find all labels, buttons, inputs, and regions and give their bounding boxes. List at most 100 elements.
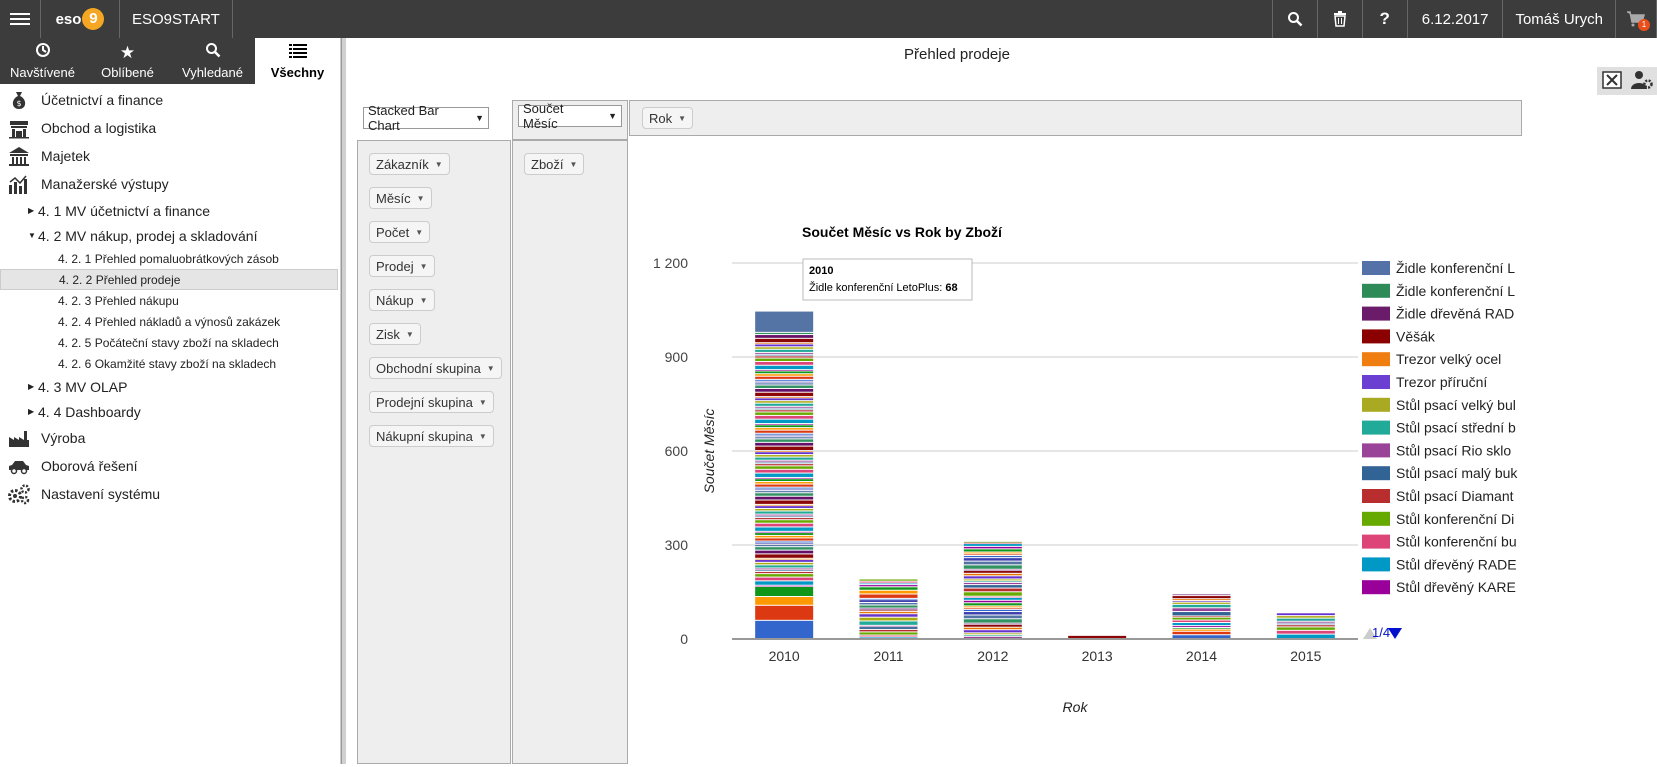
bar-segment[interactable] bbox=[963, 633, 1022, 635]
bar-segment[interactable] bbox=[755, 406, 814, 408]
bar-segment[interactable] bbox=[755, 358, 814, 362]
bar-segment[interactable] bbox=[859, 602, 918, 605]
field-pill[interactable]: Obchodní skupina ▼ bbox=[369, 357, 502, 379]
bar-segment[interactable] bbox=[1172, 617, 1231, 620]
bar-segment[interactable] bbox=[1172, 612, 1231, 616]
bar-segment[interactable] bbox=[1172, 628, 1231, 629]
bar-segment[interactable] bbox=[963, 549, 1022, 552]
bar-segment[interactable] bbox=[1172, 635, 1231, 638]
bar-stack[interactable] bbox=[1068, 635, 1127, 638]
bar-segment[interactable] bbox=[755, 460, 814, 462]
bar-segment[interactable] bbox=[755, 430, 814, 433]
menu-item-4-1[interactable]: ▶ 4. 1 MV účetnictví a finance bbox=[28, 202, 210, 219]
bar-segment[interactable] bbox=[1172, 596, 1231, 599]
bar-segment[interactable] bbox=[755, 397, 814, 398]
bar-segment[interactable] bbox=[755, 365, 814, 370]
bar-segment[interactable] bbox=[1172, 594, 1231, 596]
field-pill-rok[interactable]: Rok ▼ bbox=[642, 107, 694, 129]
bar-segment[interactable] bbox=[755, 535, 814, 538]
bar-segment[interactable] bbox=[963, 544, 1022, 546]
bar-segment[interactable] bbox=[755, 520, 814, 523]
bar-segment[interactable] bbox=[755, 335, 814, 338]
bar-segment[interactable] bbox=[755, 349, 814, 352]
legend-item[interactable]: Stůl konferenční bu bbox=[1362, 534, 1517, 550]
bar-segment[interactable] bbox=[1276, 623, 1335, 625]
bar-segment[interactable] bbox=[755, 410, 814, 412]
bar-segment[interactable] bbox=[755, 506, 814, 508]
field-pill[interactable]: Měsíc ▼ bbox=[369, 187, 432, 209]
bar-segment[interactable] bbox=[1172, 626, 1231, 628]
menu-item-4-2-1[interactable]: 4. 2. 1 Přehled pomaluobrátkových zásob bbox=[58, 251, 279, 266]
bar-segment[interactable] bbox=[963, 554, 1022, 555]
bar-segment[interactable] bbox=[755, 354, 814, 356]
menu-item-settings[interactable]: Nastavení systému bbox=[0, 480, 340, 508]
bar-segment[interactable] bbox=[755, 344, 814, 347]
legend-item[interactable]: Stůl psací velký bul bbox=[1362, 397, 1516, 413]
bar-segment[interactable] bbox=[755, 439, 814, 442]
bar-segment[interactable] bbox=[755, 425, 814, 428]
bar-segment[interactable] bbox=[755, 388, 814, 392]
bar-segment[interactable] bbox=[1276, 621, 1335, 623]
bar-segment[interactable] bbox=[755, 379, 814, 381]
bar-segment[interactable] bbox=[963, 619, 1022, 623]
bar-segment[interactable] bbox=[859, 612, 918, 614]
bar-segment[interactable] bbox=[755, 504, 814, 506]
bar-segment[interactable] bbox=[963, 603, 1022, 606]
bar-segment[interactable] bbox=[755, 597, 814, 605]
bar-segment[interactable] bbox=[755, 586, 814, 597]
bar-segment[interactable] bbox=[963, 579, 1022, 581]
bar-segment[interactable] bbox=[755, 565, 814, 568]
bar-segment[interactable] bbox=[1172, 631, 1231, 635]
bar-segment[interactable] bbox=[859, 614, 918, 617]
legend-item[interactable]: Stůl konferenční Di bbox=[1362, 511, 1514, 527]
bar-segment[interactable] bbox=[859, 632, 918, 635]
bar-segment[interactable] bbox=[755, 500, 814, 504]
bar-segment[interactable] bbox=[1172, 623, 1231, 626]
bar-segment[interactable] bbox=[859, 627, 918, 629]
bar-segment[interactable] bbox=[755, 428, 814, 430]
bar-segment[interactable] bbox=[859, 621, 918, 625]
menu-item-4-2-6[interactable]: 4. 2. 6 Okamžité stavy zboží na skladech bbox=[58, 356, 277, 371]
bar-segment[interactable] bbox=[963, 565, 1022, 569]
legend-item[interactable]: Stůl psací Rio sklo bbox=[1362, 442, 1511, 458]
bar-segment[interactable] bbox=[755, 452, 814, 455]
bar-segment[interactable] bbox=[755, 543, 814, 545]
legend-item[interactable]: Židle dřevěná RAD bbox=[1362, 306, 1514, 322]
bar-segment[interactable] bbox=[755, 545, 814, 547]
legend-prev-icon[interactable] bbox=[1363, 628, 1377, 639]
bar-segment[interactable] bbox=[1172, 601, 1231, 602]
bar-segment[interactable] bbox=[755, 577, 814, 581]
bar-segment[interactable] bbox=[1068, 635, 1127, 638]
bar-segment[interactable] bbox=[963, 615, 1022, 619]
bar-segment[interactable] bbox=[963, 555, 1022, 558]
menu-item-4-2-5[interactable]: 4. 2. 5 Počáteční stavy zboží na skladec… bbox=[58, 335, 279, 350]
bar-segment[interactable] bbox=[755, 489, 814, 491]
bar-segment[interactable] bbox=[859, 598, 918, 600]
bar-segment[interactable] bbox=[755, 466, 814, 469]
bar-segment[interactable] bbox=[755, 424, 814, 425]
bar-segment[interactable] bbox=[963, 571, 1022, 573]
bar-segment[interactable] bbox=[859, 579, 918, 581]
legend-item[interactable]: Židle konferenční L bbox=[1362, 260, 1515, 276]
bar-segment[interactable] bbox=[755, 343, 814, 344]
bar-stack[interactable] bbox=[963, 541, 1022, 638]
field-pill[interactable]: Nákup ▼ bbox=[369, 289, 435, 311]
bar-segment[interactable] bbox=[1172, 608, 1231, 612]
bar-segment[interactable] bbox=[859, 610, 918, 612]
aggregator-select[interactable]: Součet Měsíc ▼ bbox=[518, 101, 622, 131]
bar-segment[interactable] bbox=[755, 531, 814, 533]
bar-segment[interactable] bbox=[755, 514, 814, 516]
bar-segment[interactable] bbox=[963, 569, 1022, 571]
bar-segment[interactable] bbox=[755, 523, 814, 527]
bar-segment[interactable] bbox=[1276, 625, 1335, 627]
bar-segment[interactable] bbox=[859, 608, 918, 610]
bar-segment[interactable] bbox=[755, 527, 814, 531]
logo[interactable]: eso 9 bbox=[41, 0, 119, 38]
menu-item-management[interactable]: Manažerské výstupy bbox=[0, 170, 340, 198]
menu-item-production[interactable]: Výroba bbox=[0, 424, 340, 452]
bar-segment[interactable] bbox=[963, 609, 1022, 612]
tab-visited[interactable]: Navštívené bbox=[0, 38, 85, 84]
bar-segment[interactable] bbox=[859, 600, 918, 602]
field-pill[interactable]: Zákazník ▼ bbox=[369, 153, 450, 175]
help-icon[interactable]: ? bbox=[1379, 9, 1390, 28]
